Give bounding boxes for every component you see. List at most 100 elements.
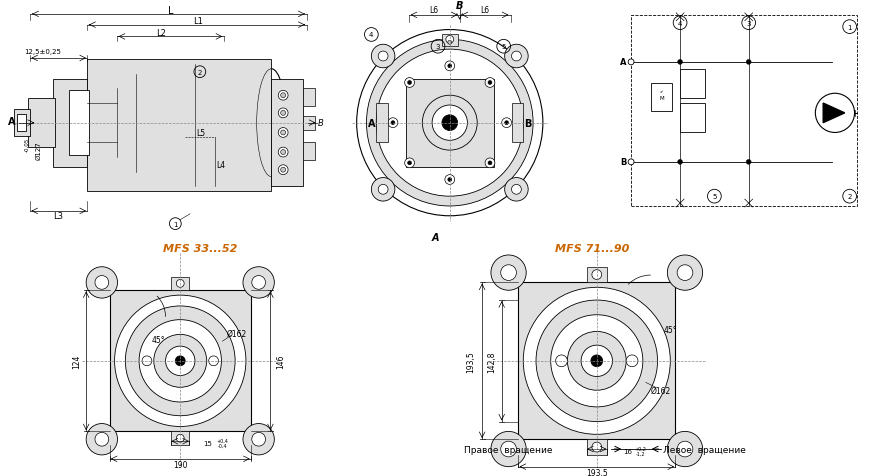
Text: Ø162: Ø162 [227, 329, 247, 338]
Circle shape [524, 288, 670, 435]
Text: MFS 71...90: MFS 71...90 [554, 244, 629, 254]
Text: L: L [168, 6, 173, 16]
Text: Ø127: Ø127 [35, 141, 41, 160]
Text: 1: 1 [847, 25, 852, 30]
Circle shape [445, 175, 454, 185]
Circle shape [367, 40, 533, 207]
Circle shape [501, 441, 517, 457]
Circle shape [408, 81, 411, 85]
Circle shape [677, 441, 693, 457]
Bar [518, 283, 675, 439]
Circle shape [746, 60, 751, 65]
Circle shape [142, 356, 152, 366]
Circle shape [278, 91, 288, 101]
Text: Ø162: Ø162 [651, 386, 671, 395]
Circle shape [391, 121, 395, 125]
Circle shape [176, 280, 184, 288]
Text: A: A [431, 233, 438, 243]
Text: 3: 3 [436, 44, 440, 50]
Text: 5: 5 [712, 194, 717, 200]
Circle shape [252, 276, 266, 290]
Bar [587, 439, 607, 455]
Circle shape [536, 300, 658, 422]
Bar [87, 60, 271, 192]
Text: L6: L6 [481, 7, 489, 15]
Circle shape [423, 96, 477, 151]
Text: B: B [620, 158, 626, 167]
Circle shape [408, 161, 411, 166]
Bar [651, 84, 673, 112]
Text: 4: 4 [678, 20, 682, 27]
Bar [376, 104, 388, 143]
Circle shape [176, 435, 184, 442]
Text: 193,5: 193,5 [586, 468, 608, 476]
Circle shape [404, 159, 415, 169]
Circle shape [281, 94, 286, 99]
Text: B: B [317, 119, 324, 128]
Bar [303, 89, 315, 107]
Circle shape [581, 346, 612, 377]
Bar [587, 267, 607, 283]
Text: L5: L5 [196, 129, 205, 138]
Circle shape [278, 166, 288, 175]
Circle shape [378, 52, 388, 62]
Circle shape [488, 81, 492, 85]
Text: 193,5: 193,5 [466, 350, 474, 372]
Circle shape [243, 424, 275, 455]
Text: L1: L1 [193, 17, 203, 26]
Bar [271, 79, 303, 187]
Circle shape [491, 431, 526, 466]
Text: -0,4: -0,4 [217, 443, 227, 447]
Circle shape [488, 161, 492, 166]
Bar [406, 79, 494, 168]
Circle shape [95, 276, 109, 290]
Circle shape [371, 178, 395, 202]
Circle shape [95, 433, 109, 446]
Text: 190: 190 [173, 460, 188, 469]
Bar [17, 115, 26, 132]
Circle shape [504, 121, 509, 125]
Circle shape [511, 185, 521, 195]
Circle shape [209, 356, 218, 366]
Text: 124: 124 [72, 354, 81, 368]
Bar [14, 109, 31, 137]
Text: Левое  вращение: Левое вращение [663, 445, 746, 454]
Circle shape [591, 355, 602, 367]
Circle shape [432, 106, 467, 141]
Bar [28, 99, 54, 148]
Text: L3: L3 [53, 212, 63, 221]
Bar [69, 91, 89, 156]
Circle shape [281, 168, 286, 173]
Text: 5: 5 [502, 44, 506, 50]
Text: 2: 2 [197, 69, 202, 76]
Text: 45°: 45° [152, 335, 166, 344]
Circle shape [746, 160, 751, 165]
Text: -1,2: -1,2 [636, 450, 645, 456]
Circle shape [243, 267, 275, 298]
Circle shape [378, 185, 388, 195]
Circle shape [376, 50, 524, 197]
Circle shape [628, 60, 634, 66]
Bar [171, 277, 189, 291]
Circle shape [281, 111, 286, 116]
Circle shape [86, 267, 118, 298]
Text: ✔: ✔ [660, 90, 663, 94]
Circle shape [442, 116, 458, 131]
Circle shape [278, 148, 288, 158]
Circle shape [388, 119, 398, 129]
Circle shape [166, 347, 195, 376]
Circle shape [551, 315, 643, 407]
Circle shape [501, 265, 517, 281]
Circle shape [504, 178, 528, 202]
Circle shape [502, 119, 511, 129]
Text: +0,4: +0,4 [217, 438, 228, 443]
Circle shape [667, 431, 702, 466]
Bar [303, 117, 315, 130]
Circle shape [677, 265, 693, 281]
Bar [631, 16, 857, 207]
Text: A: A [620, 58, 626, 67]
Circle shape [125, 306, 235, 416]
Bar [680, 104, 704, 133]
Text: Правое  вращение: Правое вращение [464, 445, 553, 454]
Circle shape [678, 160, 682, 165]
